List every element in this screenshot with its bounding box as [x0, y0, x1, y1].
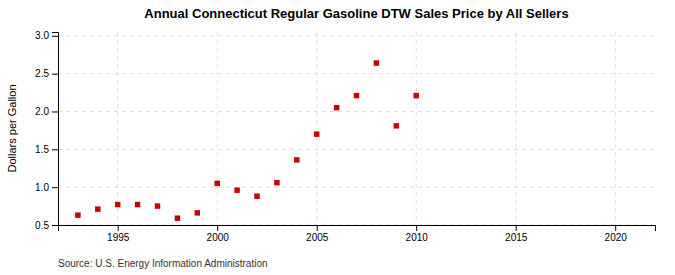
x-axis: 1995 2000 2005 2010 2015 2020	[59, 225, 656, 243]
point	[175, 215, 180, 220]
x-tick-label: 2005	[306, 232, 329, 243]
x-tick: 2015	[505, 225, 528, 243]
source-note: Source: U.S. Energy Information Administ…	[58, 258, 268, 269]
point	[234, 187, 239, 192]
y-tick-mark	[52, 187, 58, 188]
y-tick: 1.5	[35, 144, 58, 155]
y-tick: 0.5	[35, 220, 58, 231]
grid	[58, 32, 655, 225]
point	[354, 93, 359, 98]
x-tick: 1995	[107, 225, 130, 243]
point	[374, 60, 379, 65]
point	[274, 180, 279, 185]
x-tick-mark	[416, 225, 417, 231]
y-axis-line	[52, 33, 59, 226]
point	[254, 194, 259, 199]
y-tick-label: 1.5	[35, 144, 49, 155]
x-tick-label: 2015	[505, 232, 528, 243]
title: Annual Connecticut Regular Gasoline DTW …	[144, 6, 568, 21]
point	[314, 131, 319, 136]
y-tick-label: 2.5	[35, 68, 49, 79]
point	[195, 210, 200, 215]
point	[155, 203, 160, 208]
x-tick: 2005	[306, 225, 329, 243]
x-tick: 2010	[406, 225, 429, 243]
y-tick-label: 0.5	[35, 220, 49, 231]
y-tick: 3.0	[35, 30, 58, 41]
y-tick: 1.0	[35, 182, 58, 193]
y-tick: 2.0	[35, 106, 58, 117]
plot-area: 1995 2000 2005 2010 2015 2020 0.5 1.0 1.5 2.0 2.5 3…	[35, 30, 655, 243]
y-tick-mark	[52, 225, 58, 226]
y-axis: 0.5 1.0 1.5 2.0 2.5 3.0	[35, 30, 58, 230]
y-tick-mark	[52, 111, 58, 112]
x-grid-line	[416, 32, 417, 225]
x-tick-label: 1995	[107, 232, 130, 243]
x-tick-label: 2010	[406, 232, 429, 243]
point	[115, 202, 120, 207]
y-axis-label: Dollars per Gallon	[6, 84, 18, 172]
point	[214, 181, 219, 186]
x-tick: 2020	[605, 225, 628, 243]
x-grid-line	[117, 32, 118, 225]
y-tick-label: 1.0	[35, 182, 49, 193]
point	[394, 123, 399, 128]
y-tick-mark	[52, 74, 58, 75]
x-tick: 2000	[207, 225, 230, 243]
y-grid-line	[58, 35, 655, 36]
x-tick-mark	[615, 225, 616, 231]
x-tick-mark	[516, 225, 517, 231]
point	[75, 212, 80, 217]
x-tick-label: 2020	[605, 232, 628, 243]
point	[95, 206, 100, 211]
y-tick-mark	[52, 149, 58, 150]
x-tick-mark	[317, 225, 318, 231]
points	[75, 60, 419, 221]
x-axis-line	[59, 226, 656, 232]
x-grid-line	[615, 32, 616, 225]
x-tick-label: 2000	[207, 232, 230, 243]
y-tick-mark	[52, 36, 58, 37]
y-tick-label: 2.0	[35, 106, 49, 117]
x-grid-line	[316, 32, 317, 225]
x-tick-mark	[118, 225, 119, 231]
y-tick-label: 3.0	[35, 30, 49, 41]
point	[135, 202, 140, 207]
x-grid-line	[217, 32, 218, 225]
chart-svg: 1995 2000 2005 2010 2015 2020 0.5 1.0 1.5 2.0 2.5 3…	[0, 0, 675, 275]
point	[334, 105, 339, 110]
y-grid-line	[58, 187, 655, 188]
y-tick: 2.5	[35, 68, 58, 79]
point	[294, 157, 299, 162]
x-grid-line	[515, 32, 516, 225]
y-grid-line	[58, 111, 655, 112]
chart-container: 1995 2000 2005 2010 2015 2020 0.5 1.0 1.5 2.0 2.5 3…	[0, 0, 675, 275]
x-tick-mark	[217, 225, 218, 231]
y-grid-line	[58, 73, 655, 74]
y-grid-line	[58, 149, 655, 150]
point	[413, 93, 418, 98]
